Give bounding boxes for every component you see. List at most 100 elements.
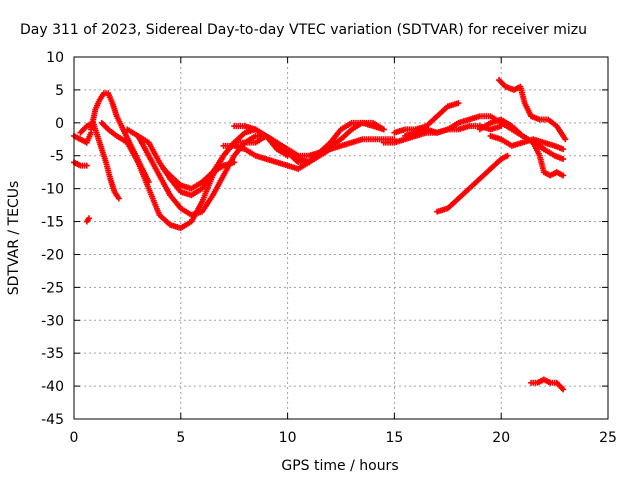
data-point [241, 146, 248, 153]
data-point [83, 123, 90, 130]
data-point [252, 152, 259, 159]
chart-title: Day 311 of 2023, Sidereal Day-to-day VTE… [20, 22, 587, 38]
data-point [348, 126, 355, 133]
data-point [252, 126, 259, 133]
data-point [528, 113, 535, 120]
data-point [476, 126, 483, 133]
data-point [487, 165, 494, 172]
data-point [220, 162, 227, 169]
data-point [199, 208, 206, 215]
data-point [83, 162, 90, 169]
data-point [534, 379, 541, 386]
y-tick-label: -10 [41, 182, 64, 198]
data-point [273, 139, 280, 146]
data-point [156, 159, 163, 166]
data-point [530, 139, 537, 146]
data-point [540, 169, 547, 176]
data-point [113, 113, 120, 120]
data-point [476, 175, 483, 182]
data-point [338, 126, 344, 133]
data-point [562, 136, 569, 143]
data-point [85, 215, 92, 222]
data-point [199, 179, 206, 186]
data-point [423, 126, 430, 133]
data-point [511, 86, 518, 93]
series-arc-9 [161, 159, 236, 192]
data-point [560, 156, 567, 163]
data-point [231, 152, 238, 159]
data-point [98, 119, 105, 126]
x-tick-label: 10 [279, 430, 297, 446]
data-point [434, 208, 441, 215]
series-arc-15 [403, 113, 546, 152]
data-point [560, 146, 567, 153]
data-point [109, 100, 116, 107]
data-point [444, 205, 451, 212]
data-point [107, 175, 114, 182]
data-point [88, 126, 95, 133]
data-point [220, 142, 227, 149]
data-point [519, 139, 526, 146]
series-arc-4 [78, 120, 121, 200]
data-point [167, 221, 174, 228]
data-point [177, 225, 184, 232]
data-point [103, 159, 110, 166]
data-point [508, 123, 515, 130]
data-point [231, 142, 238, 149]
data-point [391, 129, 398, 136]
data-point [177, 205, 184, 212]
data-point [455, 126, 462, 133]
data-point [466, 185, 473, 192]
data-points [71, 77, 569, 393]
data-point [209, 169, 216, 176]
data-point [380, 139, 387, 146]
data-point [540, 376, 547, 383]
data-point [327, 142, 334, 149]
data-point [316, 149, 323, 156]
data-point [455, 100, 462, 107]
data-point [412, 129, 419, 136]
data-point [241, 129, 248, 136]
data-point [252, 139, 259, 146]
data-point [273, 146, 280, 153]
data-point [295, 165, 302, 172]
data-point [177, 182, 184, 189]
data-point [77, 162, 84, 169]
data-point [77, 136, 84, 143]
y-tick-label: -25 [41, 280, 64, 296]
data-point [434, 129, 441, 136]
data-point [551, 142, 558, 149]
data-point [96, 139, 103, 146]
data-point [156, 211, 163, 218]
data-point [284, 162, 291, 169]
data-point [105, 126, 112, 133]
data-point [113, 132, 120, 139]
data-point [263, 156, 270, 163]
data-point [434, 113, 441, 120]
x-axis-label: GPS time / hours [281, 458, 398, 474]
data-point [305, 159, 312, 166]
data-point [498, 136, 505, 143]
data-point [547, 172, 554, 179]
series-arc-16 [435, 153, 510, 215]
data-point [83, 218, 90, 225]
data-point [547, 379, 554, 386]
data-point [241, 123, 248, 130]
data-point [380, 126, 387, 133]
data-point [508, 142, 515, 149]
x-tick-label: 0 [70, 430, 79, 446]
data-point [553, 123, 560, 130]
data-point [498, 156, 505, 163]
data-point [160, 165, 167, 172]
data-point [220, 152, 227, 159]
data-point [167, 192, 174, 199]
data-point [348, 119, 355, 126]
data-point [231, 123, 238, 130]
data-point [536, 152, 543, 159]
data-point [496, 77, 503, 84]
plot-frame [73, 56, 609, 420]
data-point [466, 116, 473, 123]
data-point [487, 119, 494, 126]
data-point [135, 159, 142, 166]
data-point [476, 113, 483, 120]
